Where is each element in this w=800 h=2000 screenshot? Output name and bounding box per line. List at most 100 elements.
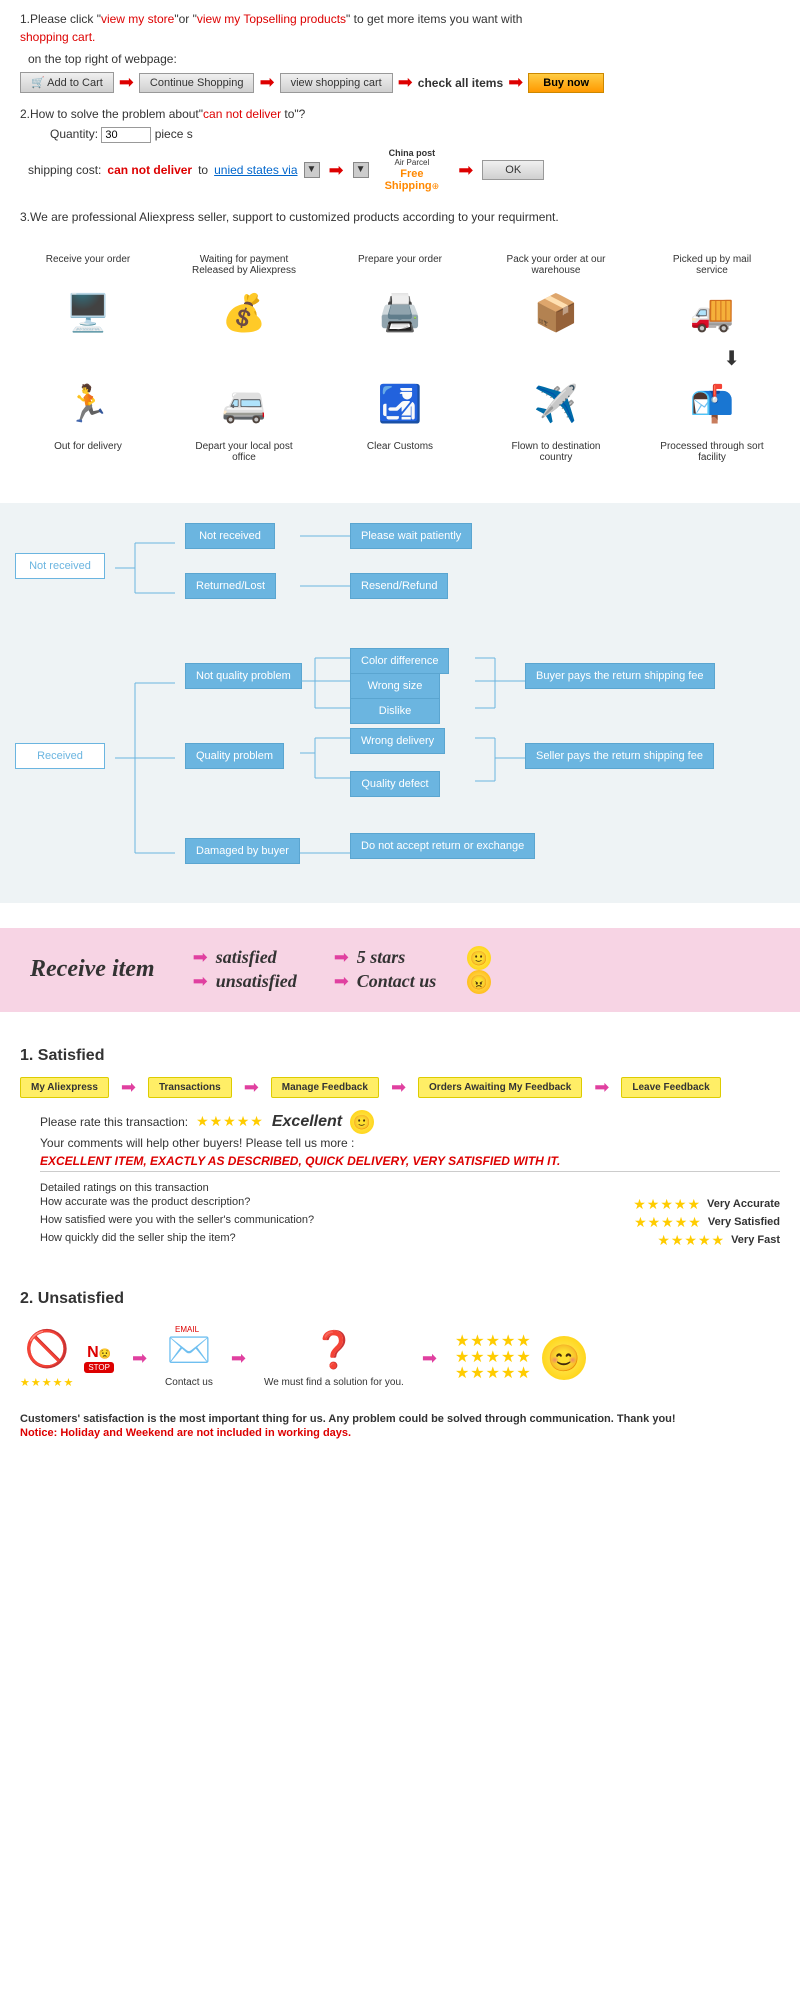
view-cart-button[interactable]: view shopping cart [280, 73, 393, 93]
email-label: EMAIL [175, 1325, 199, 1334]
country-link[interactable]: unied states via [214, 163, 297, 177]
text: piece s [155, 127, 193, 141]
rating-a: Very Satisfied [708, 1216, 780, 1228]
flow-box: Color difference [350, 648, 449, 674]
process-icons-top: 🖥️ 💰 🖨️ 📦 🚚 [0, 280, 800, 346]
flow-box: Please wait patiently [350, 523, 472, 549]
mustfind-label: We must find a solution for you. [264, 1377, 404, 1388]
rate-row: Please rate this transaction: ★★★★★ Exce… [40, 1110, 780, 1134]
rating-q: How satisfied were you with the seller's… [40, 1214, 314, 1231]
text-red: can not deliver [203, 107, 281, 121]
dropdown-icon[interactable]: ▼ [304, 162, 320, 178]
rating-a: Very Fast [731, 1234, 780, 1246]
view-store-link[interactable]: view my store [101, 12, 174, 26]
stars-icon: ★★★★★ [657, 1232, 725, 1249]
delivery-person-icon: 🏃 [58, 379, 118, 429]
rating-q: How accurate was the product description… [40, 1196, 250, 1213]
process-label: Pack your order at our warehouse [501, 254, 611, 276]
flow-box: Returned/Lost [185, 573, 276, 599]
rating-row: How quickly did the seller ship the item… [40, 1232, 780, 1249]
flow-received: Received [15, 743, 105, 769]
process-label: Clear Customs [345, 441, 455, 463]
five-stars-text: 5 stars [357, 947, 467, 968]
process-icons-bot: 🏃 🚐 🛃 ✈️ 📬 [0, 371, 800, 437]
email-icon: EMAIL✉️ Contact us [165, 1329, 213, 1388]
flow-not-received: Not received [15, 553, 105, 579]
text: to [198, 163, 208, 177]
n-text: N [87, 1344, 99, 1361]
text-red: can not deliver [107, 163, 192, 177]
process-label: Processed through sort facility [657, 441, 767, 463]
stop-icon: N😟 STOP [84, 1344, 114, 1373]
printer-icon: 🖨️ [370, 288, 430, 338]
qty-input[interactable] [101, 127, 151, 143]
process-label: Waiting for payment Released by Aliexpre… [189, 254, 299, 276]
chip-transactions[interactable]: Transactions [148, 1077, 232, 1098]
continue-shopping-button[interactable]: Continue Shopping [139, 73, 255, 93]
flow-box: Quality defect [350, 771, 440, 797]
add-to-cart-button[interactable]: 🛒 Add to Cart [20, 72, 114, 93]
arrow-icon: ➡ [121, 1077, 136, 1098]
arrow-icon: ➡ [119, 72, 134, 93]
arrow-icon: ➡ [422, 1348, 437, 1369]
receive-title: Receive item [30, 956, 155, 983]
text: 1.Please click " [20, 12, 101, 26]
view-topselling-link[interactable]: view my Topselling products [197, 12, 346, 26]
packing-icon: 📦 [526, 288, 586, 338]
shopping-cart-link[interactable]: shopping cart. [20, 30, 95, 44]
arrow-icon: ➡ [458, 160, 473, 181]
process-label: Prepare your order [345, 254, 455, 276]
rate-label: Please rate this transaction: [40, 1115, 188, 1129]
happy-smiley-icon: 🙂 [350, 1110, 374, 1134]
customs-icon: 🛃 [370, 379, 430, 429]
arrow-icon: ➡ [398, 72, 413, 93]
text: "or " [174, 12, 197, 26]
resolution-flowchart: Not received Not received Returned/Lost … [0, 503, 800, 903]
unsat-icons-row: 🚫 ★★★★★ N😟 STOP ➡ EMAIL✉️ Contact us ➡ ❓… [20, 1318, 780, 1399]
sort-icon: 📬 [682, 379, 742, 429]
text: 2.How to solve the problem about" [20, 107, 203, 121]
rating-a: Very Accurate [707, 1198, 780, 1210]
text: Air Parcel [385, 159, 440, 168]
process-label: Picked up by mail service [657, 254, 767, 276]
text: to"? [281, 107, 305, 121]
flow-box: Seller pays the return shipping fee [525, 743, 714, 769]
buy-now-button[interactable]: Buy now [528, 73, 604, 93]
text: " to get more items you want with [346, 12, 522, 26]
arrow-icon: ➡ [231, 1348, 246, 1369]
process-label: Flown to destination country [501, 441, 611, 463]
qty-row: Quantity: piece s [50, 127, 780, 143]
section-1: 1.Please click "view my store"or "view m… [0, 0, 800, 234]
arrow-icon: ➡ [193, 971, 208, 992]
flow-box: Dislike [350, 698, 440, 724]
comments-text: Your comments will help other buyers! Pl… [40, 1136, 780, 1150]
arrow-icon: ➡ [334, 947, 349, 968]
arrow-icon: ➡ [244, 1077, 259, 1098]
process-label: Out for delivery [33, 441, 143, 463]
process-label: Depart your local post office [189, 441, 299, 463]
ok-button[interactable]: OK [482, 160, 544, 180]
stars-icon: ★★★★★ [633, 1196, 701, 1213]
unsatisfied-text: unsatisfied [216, 971, 326, 992]
arrow-icon: ➡ [329, 160, 344, 181]
subtext: on the top right of webpage: [28, 52, 780, 66]
chip-orders-awaiting[interactable]: Orders Awaiting My Feedback [418, 1077, 582, 1098]
flow-box: Not received [185, 523, 275, 549]
unsatisfied-heading: 2. Unsatisfied [20, 1290, 780, 1308]
no-stars-icon: 🚫 ★★★★★ [20, 1328, 74, 1389]
chip-my-aliexpress[interactable]: My Aliexpress [20, 1077, 109, 1098]
plane-icon: ✈️ [526, 379, 586, 429]
dropdown-icon[interactable]: ▼ [353, 162, 369, 178]
receive-item-band: Receive item ➡ satisfied ➡ 5 stars 🙂 ➡ u… [0, 928, 800, 1012]
money-bag-icon: 💰 [214, 288, 274, 338]
feedback-chips-row: My Aliexpress ➡ Transactions ➡ Manage Fe… [20, 1077, 780, 1098]
qty-label: Quantity: [50, 127, 98, 141]
flow-box: Wrong delivery [350, 728, 445, 754]
q2-title: 2.How to solve the problem about"can not… [20, 107, 780, 121]
satisfied-heading: 1. Satisfied [20, 1047, 780, 1065]
rating-row: How accurate was the product description… [40, 1196, 780, 1213]
footer-text-1: Customers' satisfaction is the most impo… [20, 1413, 780, 1425]
flow-box: Do not accept return or exchange [350, 833, 535, 859]
chip-manage-feedback[interactable]: Manage Feedback [271, 1077, 379, 1098]
chip-leave-feedback[interactable]: Leave Feedback [621, 1077, 720, 1098]
